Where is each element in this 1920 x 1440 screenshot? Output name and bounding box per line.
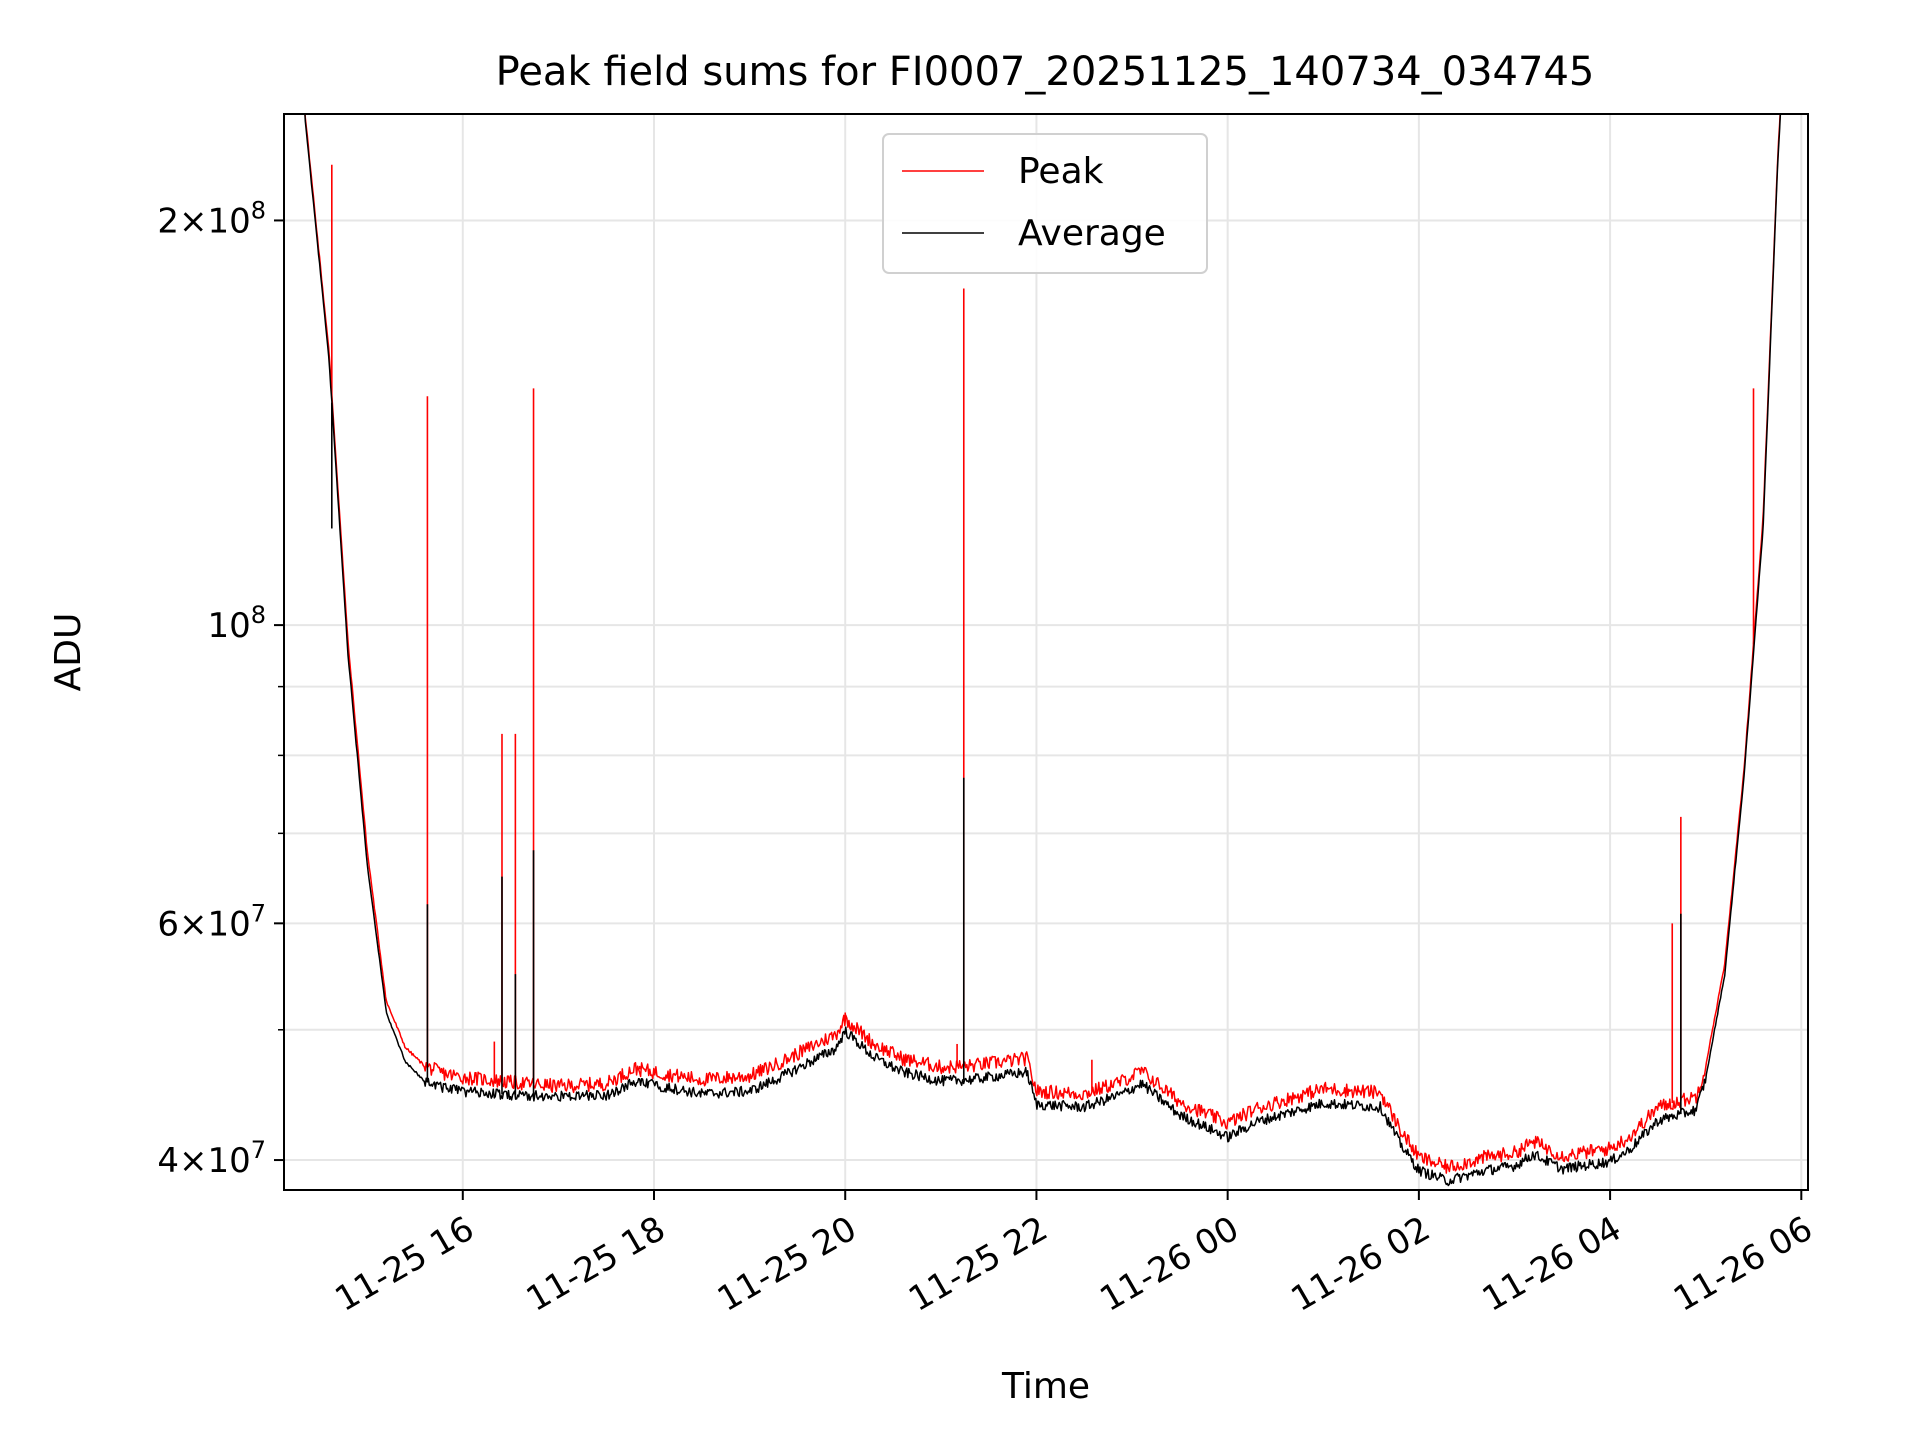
grid-layer: [284, 114, 1808, 1190]
y-tick-label: 6×107: [157, 899, 266, 944]
series-line-peak: [304, 114, 1781, 1174]
y-tick-label: 4×107: [157, 1136, 266, 1181]
legend-peak-label: Peak: [1018, 151, 1104, 192]
legend-average-label: Average: [1018, 213, 1166, 254]
y-tick-label: 108: [207, 601, 266, 646]
plot-frame: [283, 113, 1809, 1191]
y-axis-label: ADU: [48, 613, 89, 692]
series-line-average: [304, 114, 1782, 1187]
y-tick-label: 2×108: [157, 196, 266, 241]
legend: Peak Average: [882, 133, 1208, 274]
x-axis-label: Time: [1001, 1366, 1090, 1407]
legend-box: [882, 133, 1208, 274]
data-layer: [304, 114, 1782, 1187]
chart-title: Peak field sums for FI0007_20251125_1407…: [496, 49, 1595, 95]
